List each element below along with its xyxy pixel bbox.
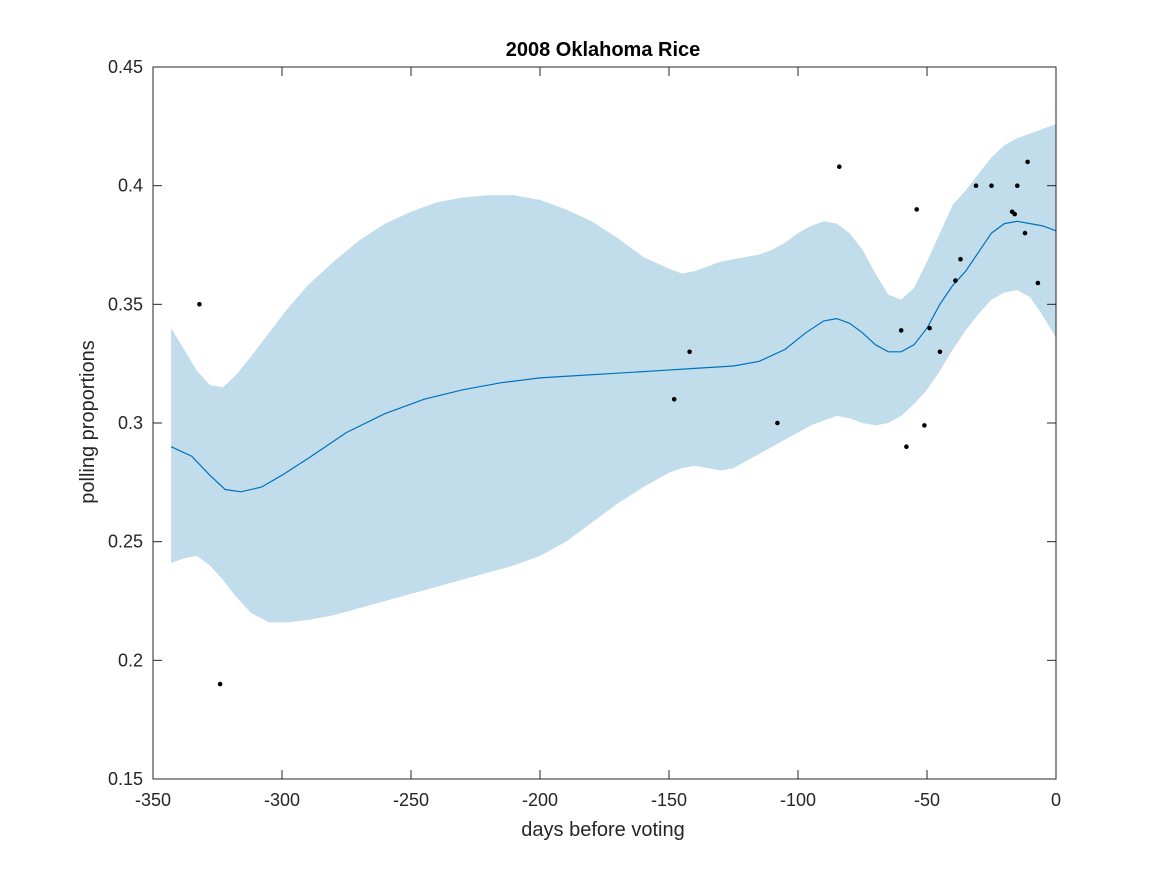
poll-point	[1035, 280, 1041, 286]
poll-point	[1015, 183, 1020, 188]
poll-point	[973, 183, 979, 188]
y-axis-label: polling proportions	[77, 340, 99, 503]
poll-point	[1022, 230, 1028, 236]
x-tick-label: -350	[135, 790, 171, 810]
plot-area: -350 -300 -250 -200 -150 -100 -50 0 0.15 0.2 0.25 0…	[108, 57, 1061, 810]
poll-point	[914, 207, 919, 212]
poll-point	[989, 183, 994, 188]
x-tick-label: -100	[780, 790, 816, 810]
poll-point	[687, 349, 692, 355]
y-tick-label: 0.15	[108, 769, 143, 789]
x-tick-label: -150	[651, 790, 687, 810]
x-tick-label: -250	[393, 790, 429, 810]
y-tick-label: 0.35	[108, 294, 143, 314]
poll-point	[837, 164, 842, 169]
y-tick-label: 0.25	[108, 532, 143, 552]
y-tick-label: 0.2	[118, 650, 143, 670]
y-tick-label: 0.3	[118, 413, 143, 433]
x-tick-label: -200	[522, 790, 558, 810]
poll-point	[958, 256, 963, 262]
poll-point	[217, 681, 223, 687]
poll-point	[953, 278, 958, 283]
x-tick-label: -300	[264, 790, 300, 810]
poll-point	[775, 420, 780, 426]
poll-point	[898, 328, 904, 333]
x-tick-label: 0	[1051, 790, 1061, 810]
poll-point	[197, 302, 202, 307]
poll-point	[671, 397, 677, 402]
x-tick-label: -50	[914, 790, 940, 810]
y-tick-label: 0.45	[108, 57, 143, 77]
chart-title: 2008 Oklahoma Rice	[506, 39, 701, 61]
poll-point	[1025, 159, 1030, 165]
x-axis-label: days before voting	[521, 819, 684, 841]
poll-point	[1012, 211, 1017, 217]
y-tick-label: 0.4	[118, 176, 143, 196]
poll-point	[904, 444, 909, 450]
poll-point	[927, 325, 932, 331]
poll-point	[922, 423, 927, 428]
mean-line	[170, 220, 1057, 493]
poll-point	[937, 349, 943, 355]
